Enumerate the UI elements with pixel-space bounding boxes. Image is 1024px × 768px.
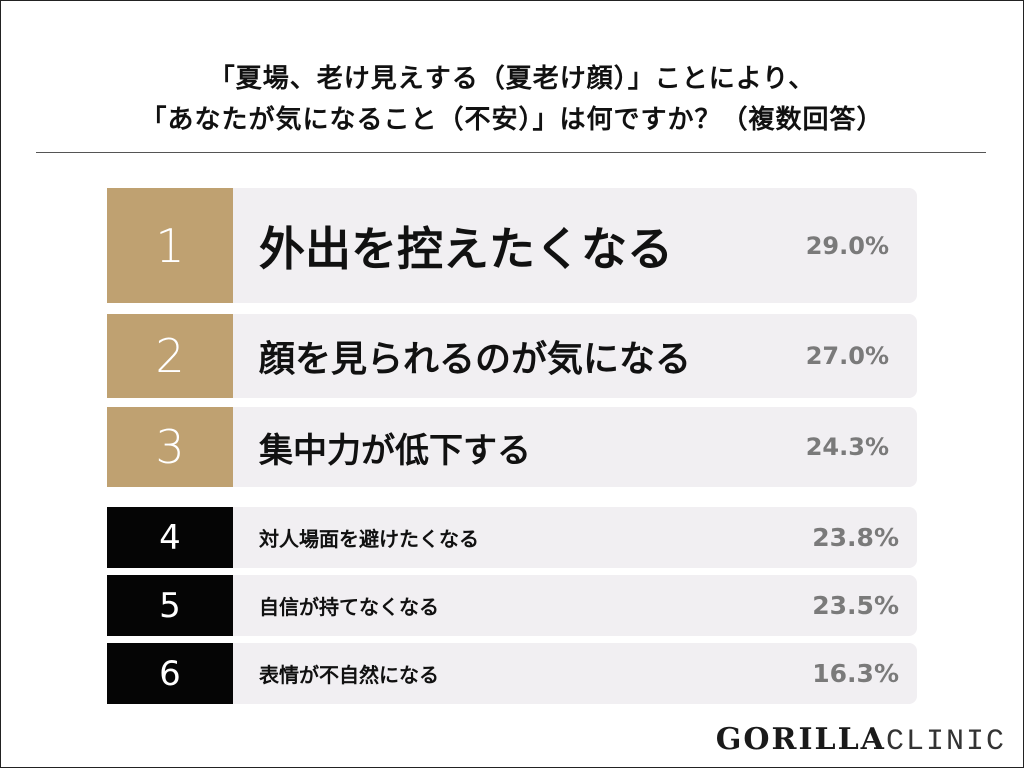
row-label: 表情が不自然になる bbox=[259, 663, 439, 687]
row-label: 外出を控えたくなる bbox=[259, 221, 673, 276]
rank-badge: 2 bbox=[107, 314, 233, 398]
row-percentage: 24.3% bbox=[805, 433, 889, 461]
row-percentage: 23.8% bbox=[812, 523, 899, 552]
ranking-row-3: 3 集中力が低下する 24.3% bbox=[107, 407, 917, 487]
row-body: 外出を控えたくなる 29.0% bbox=[233, 188, 917, 303]
rank-badge: 6 bbox=[107, 643, 233, 704]
row-percentage: 27.0% bbox=[805, 342, 889, 370]
row-body: 表情が不自然になる 16.3% bbox=[233, 643, 917, 704]
rank-badge: 1 bbox=[107, 188, 233, 303]
row-body: 集中力が低下する 24.3% bbox=[233, 407, 917, 487]
row-percentage: 29.0% bbox=[805, 231, 889, 260]
rank-badge: 5 bbox=[107, 575, 233, 636]
row-body: 顔を見られるのが気になる 27.0% bbox=[233, 314, 917, 398]
ranking-row-5: 5 自信が持てなくなる 23.5% bbox=[107, 575, 917, 636]
row-label: 集中力が低下する bbox=[259, 430, 531, 471]
row-body: 対人場面を避けたくなる 23.8% bbox=[233, 507, 917, 568]
brand-logo: GORILLACLINIC bbox=[716, 722, 1006, 759]
chart-title-line2: 「あなたが気になること（不安）」は何ですか？（複数回答） bbox=[140, 105, 884, 135]
logo-bold-text: GORILLA bbox=[715, 722, 886, 757]
row-percentage: 23.5% bbox=[812, 591, 899, 620]
ranking-row-2: 2 顔を見られるのが気になる 27.0% bbox=[107, 314, 917, 398]
ranking-row-4: 4 対人場面を避けたくなる 23.8% bbox=[107, 507, 917, 568]
ranking-row-6: 6 表情が不自然になる 16.3% bbox=[107, 643, 917, 704]
row-percentage: 16.3% bbox=[812, 659, 899, 688]
row-body: 自信が持てなくなる 23.5% bbox=[233, 575, 917, 636]
chart-title-line1: 「夏場、老け見えする（夏老け顔）」ことにより、 bbox=[208, 64, 816, 94]
logo-light-text: CLINIC bbox=[885, 725, 1006, 759]
title-divider bbox=[36, 152, 986, 153]
ranking-row-1: 1 外出を控えたくなる 29.0% bbox=[107, 188, 917, 303]
rank-badge: 3 bbox=[107, 407, 233, 487]
rank-badge: 4 bbox=[107, 507, 233, 568]
row-label: 顔を見られるのが気になる bbox=[259, 339, 692, 380]
row-label: 対人場面を避けたくなる bbox=[259, 527, 479, 551]
row-label: 自信が持てなくなる bbox=[259, 595, 439, 619]
